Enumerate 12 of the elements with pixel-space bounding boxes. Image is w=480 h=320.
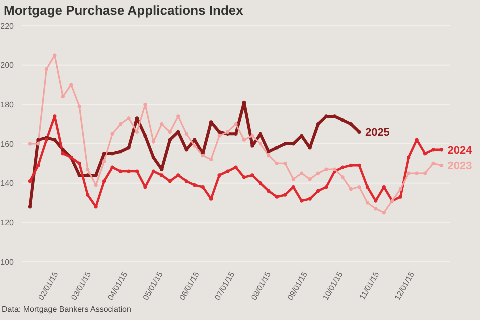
series-label: 2023 bbox=[448, 160, 472, 173]
text: Data: Mortgage Bankers Association bbox=[2, 305, 132, 314]
y-tick-label: 160 bbox=[0, 140, 15, 149]
y-tick-label: 200 bbox=[0, 61, 15, 70]
y-tick-label: 180 bbox=[0, 100, 15, 110]
series-label: 2024 bbox=[448, 144, 474, 157]
series-label: 2025 bbox=[365, 127, 390, 140]
y-tick-label: 140 bbox=[0, 179, 15, 188]
y-tick-label: 100 bbox=[0, 258, 15, 267]
y-tick-label: 120 bbox=[0, 218, 15, 228]
chart-title: Mortgage Purchase Applications Index bbox=[4, 3, 244, 18]
y-tick-label: 220 bbox=[0, 22, 15, 31]
